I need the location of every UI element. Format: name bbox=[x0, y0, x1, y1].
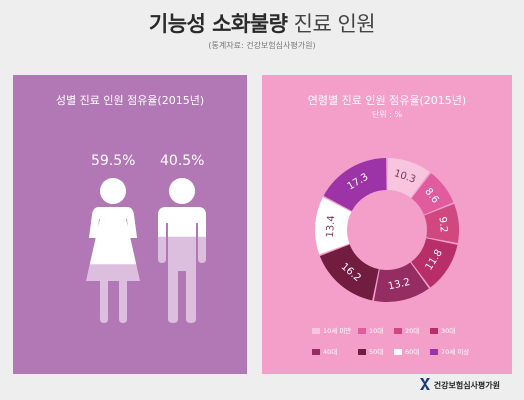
legend-label: 20대 bbox=[405, 327, 420, 335]
donut-segment bbox=[411, 173, 454, 215]
legend-swatch bbox=[358, 349, 366, 355]
male-figure-icon bbox=[158, 178, 206, 323]
legend-item: 10대 bbox=[358, 325, 383, 335]
female-figure-icon bbox=[86, 178, 140, 323]
female-percent-label: 59.5% bbox=[91, 153, 136, 169]
legend-swatch bbox=[394, 349, 402, 355]
page-title-light: 진료 인원 bbox=[293, 12, 376, 36]
donut-segment bbox=[411, 238, 458, 288]
legend-label: 30대 bbox=[441, 327, 456, 335]
age-panel-title: 연령별 진료 인원 점유율(2015년) bbox=[307, 94, 467, 107]
age-panel: 연령별 진료 인원 점유율(2015년) 단위 : % 10.3 8.6 9.2 11… bbox=[262, 75, 512, 374]
legend-item: 60대 bbox=[394, 346, 419, 356]
hira-logo-icon bbox=[419, 378, 430, 390]
gender-panel: 성별 진료 인원 점유율(2015년) 59.5% 40.5% bbox=[13, 75, 247, 374]
donut-segment bbox=[424, 203, 459, 244]
legend-label: 10대 bbox=[369, 327, 384, 335]
legend-item: 10세 미만 bbox=[312, 325, 351, 335]
donut-value-label: 13.4 bbox=[325, 215, 337, 238]
legend-swatch bbox=[430, 349, 438, 355]
age-panel-unit: 단위 : % bbox=[371, 110, 403, 119]
footer-org: 건강보험심사평가원 bbox=[419, 378, 500, 391]
legend-swatch bbox=[394, 328, 402, 334]
legend-item: 30대 bbox=[430, 325, 455, 335]
legend-label: 40대 bbox=[323, 348, 338, 356]
legend-label: 70세 이상 bbox=[441, 348, 470, 356]
legend-swatch bbox=[430, 328, 438, 334]
age-donut-chart: 10.38.69.211.813.216.213.417.3 bbox=[315, 158, 459, 302]
legend-label: 60대 bbox=[405, 348, 420, 356]
legend-item: 50대 bbox=[358, 346, 383, 356]
legend-swatch bbox=[358, 328, 366, 334]
legend-swatch bbox=[312, 328, 320, 334]
legend-label: 50대 bbox=[369, 348, 384, 356]
source-note: (통계자료: 건강보험심사평가원) bbox=[208, 41, 316, 50]
legend-item: 70세 이상 bbox=[430, 346, 469, 356]
donut-segment bbox=[323, 158, 387, 211]
footer-org-label: 건강보험심사평가원 bbox=[433, 381, 500, 390]
gender-panel-title: 성별 진료 인원 점유율(2015년) bbox=[55, 94, 205, 107]
legend-item: 20대 bbox=[394, 325, 419, 335]
page-title: 기능성 소화불량 진료 인원 bbox=[0, 8, 524, 38]
gender-pictogram bbox=[86, 178, 206, 323]
legend-swatch bbox=[312, 349, 320, 355]
donut-segment bbox=[387, 158, 430, 198]
donut-value-label: 13.2 bbox=[387, 277, 411, 293]
legend-label: 10세 미만 bbox=[323, 327, 352, 335]
legend-item: 40대 bbox=[312, 346, 337, 356]
male-percent-label: 40.5% bbox=[160, 153, 205, 169]
page-title-bold: 기능성 소화불량 bbox=[148, 12, 288, 36]
donut-value-label: 9.2 bbox=[437, 216, 449, 233]
donut-segment bbox=[319, 244, 379, 301]
donut-segment bbox=[373, 262, 429, 302]
donut-segment bbox=[315, 197, 352, 255]
